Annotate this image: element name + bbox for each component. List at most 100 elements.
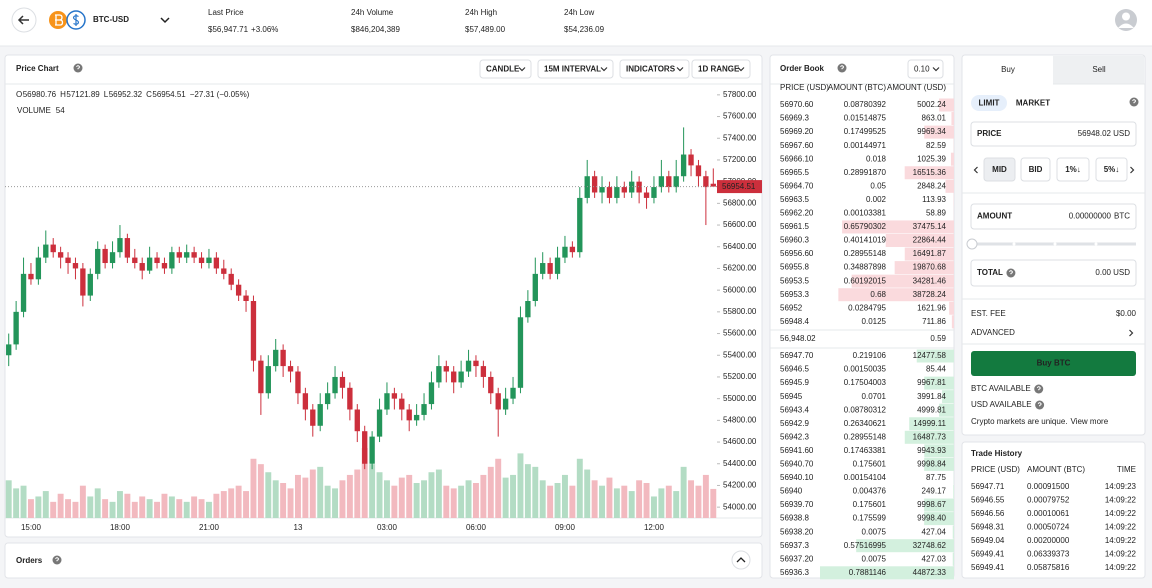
chart-control[interactable] — [619, 59, 690, 79]
note-link[interactable]: View more — [1071, 417, 1109, 426]
volume-bar — [27, 499, 34, 518]
advanced-label[interactable]: ADVANCED — [971, 328, 1015, 337]
candle-body — [176, 252, 182, 258]
last-price-label: 56954.51 — [722, 182, 756, 191]
candle-body — [324, 393, 331, 405]
preset-label[interactable]: MID — [992, 165, 1007, 174]
preset-button[interactable] — [1056, 157, 1090, 182]
trade-cell: 14:09:22 — [1105, 496, 1137, 505]
book-price[interactable]: 56940.70 — [780, 460, 814, 469]
limit-pill[interactable] — [971, 95, 1007, 111]
book-price[interactable]: 56942.9 — [780, 419, 809, 428]
book-price[interactable]: 56941.60 — [780, 446, 814, 455]
book-price[interactable]: 56938.20 — [780, 527, 814, 536]
book-price[interactable]: 56936.3 — [780, 568, 809, 577]
chevron[interactable] — [1130, 166, 1135, 174]
amount-slider[interactable] — [966, 238, 1136, 250]
amount-input[interactable] — [970, 203, 1137, 230]
chart-control[interactable] — [479, 59, 532, 79]
depth-bar — [950, 152, 954, 166]
order-type[interactable]: MARKET — [1016, 99, 1050, 108]
book-total: 38728.24 — [913, 290, 947, 299]
book-price[interactable]: 56940 — [780, 487, 803, 496]
preset-label[interactable]: 5%↓ — [1104, 165, 1120, 174]
increment-value[interactable]: 0.10 — [914, 65, 930, 74]
candle-body — [443, 366, 449, 372]
price-input[interactable] — [970, 121, 1137, 147]
pair-chevron[interactable] — [160, 17, 170, 24]
chevron[interactable] — [1129, 329, 1134, 337]
volume-bar — [35, 496, 42, 518]
book-price[interactable]: 56943.4 — [780, 405, 809, 414]
chart-control[interactable] — [691, 59, 751, 79]
sell-tab[interactable]: Sell — [1092, 65, 1106, 74]
book-price[interactable]: 56962.20 — [780, 209, 814, 218]
candle-body — [547, 263, 553, 274]
chart-control-label[interactable]: 15M INTERVAL — [544, 65, 601, 74]
book-price[interactable]: 56939.70 — [780, 500, 814, 509]
chart-control[interactable] — [537, 59, 614, 79]
book-price[interactable]: 56937.20 — [780, 554, 814, 563]
candle-body — [621, 187, 627, 193]
book-total: 711.86 — [922, 317, 946, 326]
book-price[interactable]: 56964.70 — [780, 181, 814, 190]
book-price[interactable]: 56942.3 — [780, 432, 809, 441]
chevron[interactable] — [518, 67, 526, 72]
order-type[interactable]: LIMIT — [979, 99, 1000, 108]
book-price[interactable]: 56970.60 — [780, 100, 814, 109]
book-price[interactable]: 56965.5 — [780, 168, 809, 177]
total-input[interactable] — [970, 259, 1137, 287]
increment-select[interactable] — [907, 59, 944, 79]
chevron[interactable] — [973, 166, 978, 174]
preset-label[interactable]: 1%↓ — [1065, 165, 1081, 174]
book-price[interactable]: 56953.3 — [780, 290, 809, 299]
candle-body — [146, 257, 153, 271]
book-price[interactable]: 56963.5 — [780, 195, 809, 204]
book-price[interactable]: 56948.4 — [780, 317, 809, 326]
orders-toggle[interactable] — [731, 550, 751, 570]
depth-bar — [924, 376, 954, 390]
y-tick-label: 56400.00 — [723, 242, 757, 251]
book-price[interactable]: 56940.10 — [780, 473, 814, 482]
buy-tab[interactable]: Buy — [1001, 65, 1015, 74]
chart-control-label[interactable]: INDICATORS — [626, 65, 676, 74]
volume-bar — [443, 485, 450, 518]
book-price[interactable]: 56969.3 — [780, 114, 809, 123]
chart-control-label[interactable]: 1D RANGE — [698, 65, 740, 74]
book-price[interactable]: 56945 — [780, 392, 803, 401]
book-price[interactable]: 56955.8 — [780, 263, 809, 272]
book-total: 9967.81 — [917, 378, 946, 387]
book-price[interactable]: 56960.3 — [780, 236, 809, 245]
preset-button[interactable] — [983, 157, 1016, 182]
chart-control-label[interactable]: CANDLE — [486, 65, 520, 74]
book-price[interactable]: 56966.10 — [780, 154, 814, 163]
book-price[interactable]: 56937.3 — [780, 541, 809, 550]
book-amount: 0.40141019 — [844, 236, 887, 245]
candle-body — [525, 301, 531, 318]
book-price[interactable]: 56956.60 — [780, 249, 814, 258]
submit-button[interactable] — [971, 351, 1136, 376]
preset-label[interactable]: BID — [1029, 165, 1043, 174]
chevron[interactable] — [932, 67, 940, 72]
volume-bar — [391, 485, 398, 518]
book-price[interactable]: 56945.9 — [780, 378, 809, 387]
book-price[interactable]: 56946.5 — [780, 365, 809, 374]
book-price[interactable]: 56947.70 — [780, 351, 814, 360]
book-price[interactable]: 56961.5 — [780, 222, 809, 231]
preset-button[interactable] — [1020, 157, 1051, 182]
book-price[interactable]: 56952 — [780, 303, 803, 312]
avatar[interactable] — [1115, 9, 1137, 31]
pair-name[interactable]: BTC-USD — [93, 15, 129, 24]
back-button[interactable] — [11, 7, 37, 33]
depth-bar — [916, 349, 954, 363]
book-price[interactable]: 56938.8 — [780, 514, 809, 523]
preset-button[interactable] — [1095, 157, 1128, 182]
chevron[interactable] — [600, 67, 608, 72]
book-price[interactable]: 56969.20 — [780, 127, 814, 136]
book-price[interactable]: 56953.5 — [780, 276, 809, 285]
book-price[interactable]: 56967.60 — [780, 141, 814, 150]
chevron[interactable] — [676, 67, 684, 72]
chevron[interactable] — [737, 67, 745, 72]
submit-label[interactable]: Buy BTC — [1037, 359, 1071, 368]
sell-tab-bg[interactable] — [1053, 56, 1144, 84]
